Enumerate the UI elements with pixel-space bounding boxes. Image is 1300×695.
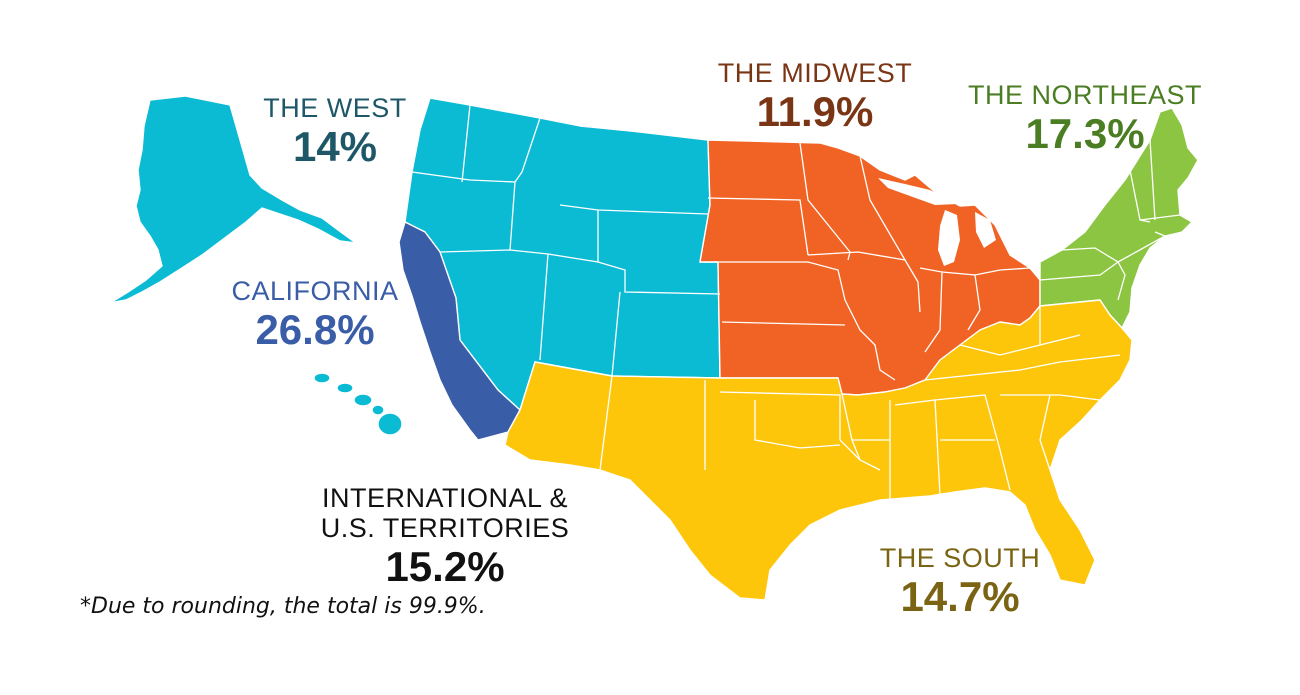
region-name: CALIFORNIA	[231, 276, 399, 306]
region-name-line2: U.S. TERRITORIES	[320, 513, 570, 543]
region-label-west: THE WEST 14%	[255, 95, 415, 168]
region-name: THE NORTHEAST	[967, 80, 1203, 110]
region-label-south: THE SOUTH 14.7%	[860, 545, 1060, 618]
lake-superior	[878, 178, 958, 205]
region-name: THE MIDWEST	[717, 58, 913, 88]
alaska-shape	[109, 95, 357, 304]
lake-michigan	[938, 210, 960, 266]
region-name-line1: INTERNATIONAL &	[321, 483, 569, 513]
region-value: 14.7%	[900, 573, 1020, 620]
south-state-borders	[599, 306, 1121, 500]
region-name: THE SOUTH	[879, 543, 1041, 573]
region-name: THE WEST	[263, 93, 407, 123]
california-region-shape	[398, 221, 521, 441]
midwest-state-borders	[700, 142, 1031, 381]
footnote: *Due to rounding, the total is 99.9%.	[80, 594, 486, 619]
region-value: 17.3%	[1025, 110, 1145, 157]
region-value: 11.9%	[756, 88, 874, 135]
region-label-midwest: THE MIDWEST 11.9%	[705, 60, 925, 133]
west-state-borders	[411, 104, 721, 377]
northeast-state-borders	[1039, 139, 1181, 301]
hawaii-islands	[313, 372, 403, 436]
region-value: 15.2%	[385, 543, 505, 590]
region-label-international: INTERNATIONAL & U.S. TERRITORIES 15.2%	[300, 485, 590, 588]
region-value: 14%	[292, 123, 378, 170]
lake-huron	[975, 212, 996, 248]
region-value: 26.8%	[255, 306, 375, 353]
region-label-northeast: THE NORTHEAST 17.3%	[965, 82, 1205, 155]
region-label-california: CALIFORNIA 26.8%	[215, 278, 415, 351]
